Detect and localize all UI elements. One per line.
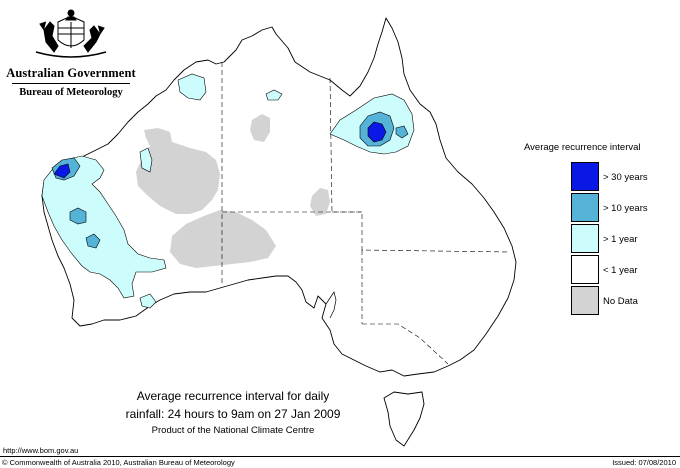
legend-swatch [571, 224, 599, 253]
legend-swatch [571, 162, 599, 191]
legend-label: > 30 years [603, 172, 648, 183]
legend-label: > 1 year [603, 234, 638, 245]
ari-1yr-region [177, 73, 207, 101]
no-data-region [170, 210, 276, 268]
logo-divider [12, 83, 130, 84]
coat-of-arms-icon [35, 9, 107, 58]
no-data-region [136, 128, 220, 214]
issued-date: Issued: 07/08/2010 [612, 458, 676, 467]
state-borders [221, 62, 511, 365]
legend-title: Average recurrence interval [524, 142, 641, 153]
ari-10yr-region [395, 125, 409, 139]
legend-label: > 10 years [603, 203, 648, 214]
ari-1yr-region [139, 147, 153, 173]
gulf-peninsula-detail [325, 291, 337, 319]
ari-10yr-region [85, 233, 101, 249]
legend-label: < 1 year [603, 265, 638, 276]
rainfall-over-30-years [53, 121, 387, 179]
legend-swatch [571, 286, 599, 315]
ari-10yr-region [69, 207, 87, 225]
caption-line-1: Average recurrence interval for daily [136, 389, 330, 403]
caption-product: Product of the National Climate Centre [151, 425, 315, 436]
nt-qld-border [329, 77, 333, 213]
nsw-vic-border [362, 323, 449, 365]
no-data-regions [136, 114, 330, 268]
government-name: Australian Government [6, 66, 136, 80]
bom-url: http://www.bom.gov.au [3, 446, 79, 455]
ari-30yr-region [53, 163, 71, 179]
caption-line-2: rainfall: 24 hours to 9am on 27 Jan 2009 [125, 407, 341, 421]
bureau-name: Bureau of Meteorology [19, 87, 123, 98]
no-data-region [250, 114, 270, 142]
map-caption: Average recurrence interval for daily ra… [105, 387, 361, 436]
copyright-text: © Commonwealth of Australia 2010, Austra… [2, 458, 235, 467]
legend-swatch [571, 193, 599, 222]
footer: © Commonwealth of Australia 2010, Austra… [0, 456, 680, 468]
ari-1yr-region [139, 293, 157, 309]
legend-swatch [571, 255, 599, 284]
sa-qld-border [332, 211, 511, 253]
ari-1yr-region [41, 155, 167, 299]
tasmania [383, 391, 425, 447]
ari-30yr-region [367, 121, 387, 143]
legend-label: No Data [603, 296, 638, 307]
government-logo: Australian Government Bureau of Meteorol… [6, 8, 136, 98]
no-data-region [310, 188, 330, 216]
ari-1yr-region [265, 89, 283, 101]
